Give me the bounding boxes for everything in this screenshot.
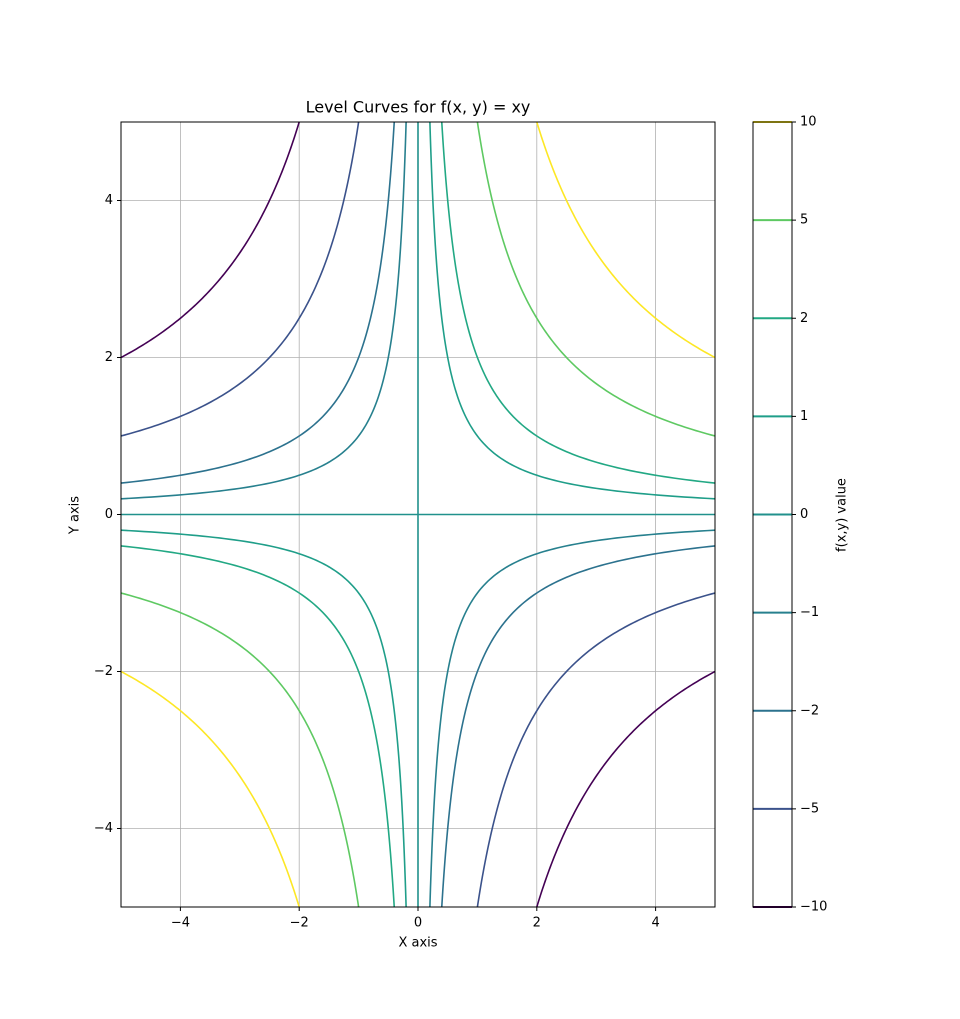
colorbar-tick-label: 1 — [800, 409, 808, 424]
contour-line — [536, 670, 715, 907]
contour-line — [476, 122, 715, 437]
y-tick-label: −4 — [94, 821, 113, 836]
contour-line — [121, 122, 360, 437]
y-tick-label: 0 — [105, 507, 113, 522]
x-tick-label: 2 — [533, 916, 541, 931]
colorbar-frame — [752, 121, 793, 908]
contour-line — [121, 122, 300, 359]
x-axis-label: X axis — [398, 936, 437, 951]
curves — [121, 122, 715, 907]
contour-line — [121, 592, 360, 907]
y-tick-label: 2 — [105, 350, 113, 365]
y-tick-label: 4 — [105, 193, 113, 208]
colorbar-tick-label: 10 — [800, 115, 817, 130]
y-tick-label: −2 — [94, 664, 113, 679]
contour-line — [121, 670, 300, 907]
contour-line — [121, 122, 715, 907]
x-tick-label: −4 — [171, 916, 190, 931]
colorbar-tick-label: 2 — [800, 311, 808, 326]
contour-line — [440, 122, 715, 484]
x-tick-label: 4 — [651, 916, 659, 931]
contour-line — [476, 592, 715, 907]
y-axis-label: Y axis — [68, 496, 83, 535]
contour-line — [536, 122, 715, 359]
contour-line — [429, 122, 715, 500]
colorbar-tick-label: −2 — [800, 703, 819, 718]
x-tick-label: −2 — [290, 916, 309, 931]
colorbar-tick-label: −1 — [800, 605, 819, 620]
colorbar-label: f(x,y) value — [835, 478, 850, 552]
contour-line — [121, 529, 407, 907]
colorbar-tick-label: −5 — [800, 801, 819, 816]
contour-line — [440, 545, 715, 907]
colorbar-tick-label: 0 — [800, 507, 808, 522]
contour-line — [121, 122, 396, 484]
contour-line — [121, 122, 407, 500]
colorbar-tick-label: −10 — [800, 900, 827, 915]
chart-title: Level Curves for f(x, y) = xy — [306, 98, 531, 117]
contour-line — [429, 529, 715, 907]
contour-line — [121, 545, 396, 907]
colorbar-tick-label: 5 — [800, 213, 808, 228]
x-tick-label: 0 — [414, 916, 422, 931]
